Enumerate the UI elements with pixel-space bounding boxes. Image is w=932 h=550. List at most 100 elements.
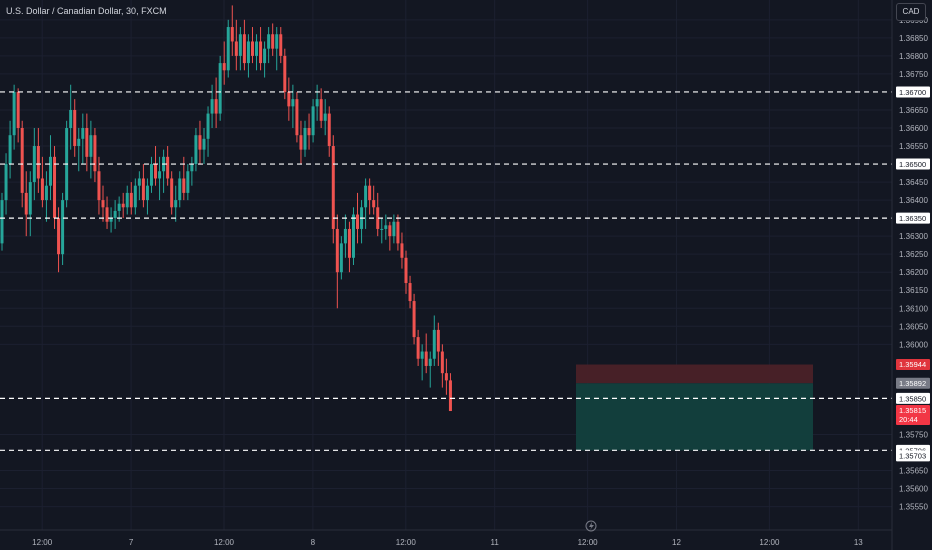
candle-down — [388, 225, 392, 237]
time-tick-label: 12:00 — [578, 538, 599, 547]
candle-up — [291, 99, 295, 107]
candle-up — [343, 228, 347, 244]
candle-down — [295, 99, 299, 136]
candle-up — [218, 63, 222, 114]
currency-button[interactable]: CAD — [896, 3, 926, 21]
candle-up — [428, 358, 432, 366]
candle-up — [263, 48, 267, 64]
level-label: 1.36500 — [896, 158, 930, 170]
candle-up — [8, 135, 12, 165]
stop-loss-zone — [576, 364, 813, 384]
candle-down — [440, 351, 444, 374]
candle-up — [32, 146, 36, 183]
bar-countdown-text: 20:44 — [899, 415, 918, 424]
level-label-text: 1.36700 — [899, 88, 926, 97]
candle-up — [194, 135, 198, 165]
candle-down — [368, 185, 372, 201]
candle-down — [73, 109, 77, 147]
candle-down — [327, 113, 331, 147]
time-tick-label: 12:00 — [759, 538, 780, 547]
price-tick-label: 1.36150 — [899, 286, 928, 295]
candle-down — [259, 41, 263, 64]
candle-down — [319, 99, 323, 121]
time-tick-label: 12:00 — [32, 538, 53, 547]
symbol-title: U.S. Dollar / Canadian Dollar, 30, FXCM — [6, 6, 167, 16]
candle-up — [267, 34, 271, 49]
price-tick-label: 1.36100 — [899, 304, 928, 313]
candle-up — [202, 138, 206, 150]
candle-down — [287, 91, 291, 107]
candle-down — [331, 146, 335, 229]
price-tick-label: 1.35650 — [899, 467, 928, 476]
level-label: 1.35850 — [896, 392, 930, 404]
price-tick-label: 1.36250 — [899, 250, 928, 259]
price-label-plain: 1.35703 — [896, 450, 930, 462]
price-label-entry: 1.35892 — [896, 377, 930, 389]
price-label-text: 1.35815 — [899, 406, 926, 415]
price-tick-label: 1.36850 — [899, 34, 928, 43]
price-axis[interactable]: 1.369001.368501.368001.367501.366501.366… — [899, 16, 928, 512]
price-label-text: 1.35703 — [899, 451, 926, 460]
time-tick-label: 13 — [854, 538, 863, 547]
level-label-box — [896, 158, 930, 170]
candle-up — [178, 178, 182, 201]
candle-up — [133, 185, 137, 208]
candle-down — [347, 228, 351, 258]
candle-up — [113, 210, 117, 219]
price-label-stop: 1.35944 — [896, 359, 930, 371]
candle-up — [226, 27, 230, 71]
candle-up — [190, 164, 194, 172]
candle-down — [198, 135, 202, 150]
price-tick-label: 1.36000 — [899, 340, 928, 349]
candle-down — [129, 192, 133, 208]
candle-up — [275, 34, 279, 49]
candle-down — [299, 135, 303, 150]
candle-up — [206, 113, 210, 139]
level-label: 1.36700 — [896, 86, 930, 98]
candle-down — [141, 178, 145, 201]
candle-up — [12, 91, 16, 136]
price-tick-label: 1.36400 — [899, 196, 928, 205]
time-axis[interactable]: 12:00 7 12:00 8 12:00 11 12:00 12 12:00 13 — [32, 538, 863, 547]
candle-up — [0, 200, 4, 244]
candle-up — [77, 138, 81, 147]
replay-lightning-icon[interactable] — [585, 520, 597, 532]
candle-down — [20, 127, 24, 193]
candle-up — [384, 225, 388, 229]
candle-down — [404, 257, 408, 284]
candle-down — [57, 218, 61, 255]
level-label: 1.36350 — [896, 212, 930, 224]
time-tick-label: 8 — [311, 538, 316, 547]
candle-down — [250, 41, 254, 56]
candle-up — [174, 200, 178, 208]
candle-down — [230, 27, 234, 42]
candle-up — [351, 214, 355, 258]
candle-down — [335, 228, 339, 273]
time-tick-label: 12:00 — [214, 538, 235, 547]
position-zones — [576, 364, 813, 451]
price-tick-label: 1.36650 — [899, 106, 928, 115]
candle-down — [182, 178, 186, 193]
candle-up — [158, 171, 162, 179]
candle-down — [372, 200, 376, 208]
price-tick-label: 1.35550 — [899, 503, 928, 512]
level-label-text: 1.35850 — [899, 394, 926, 403]
candle-up — [323, 113, 327, 121]
candle-up — [61, 200, 65, 255]
time-tick-label: 12 — [672, 538, 681, 547]
level-label-box — [896, 86, 930, 98]
candle-up — [137, 178, 141, 186]
level-label-text: 1.36500 — [899, 160, 926, 169]
price-label-box — [896, 359, 930, 371]
price-tick-label: 1.36750 — [899, 70, 928, 79]
candle-down — [105, 207, 109, 222]
level-label-text: 1.36350 — [899, 214, 926, 223]
candle-down — [154, 164, 158, 179]
candle-up — [117, 203, 121, 211]
candle-down — [222, 63, 226, 71]
candle-up — [149, 164, 153, 186]
